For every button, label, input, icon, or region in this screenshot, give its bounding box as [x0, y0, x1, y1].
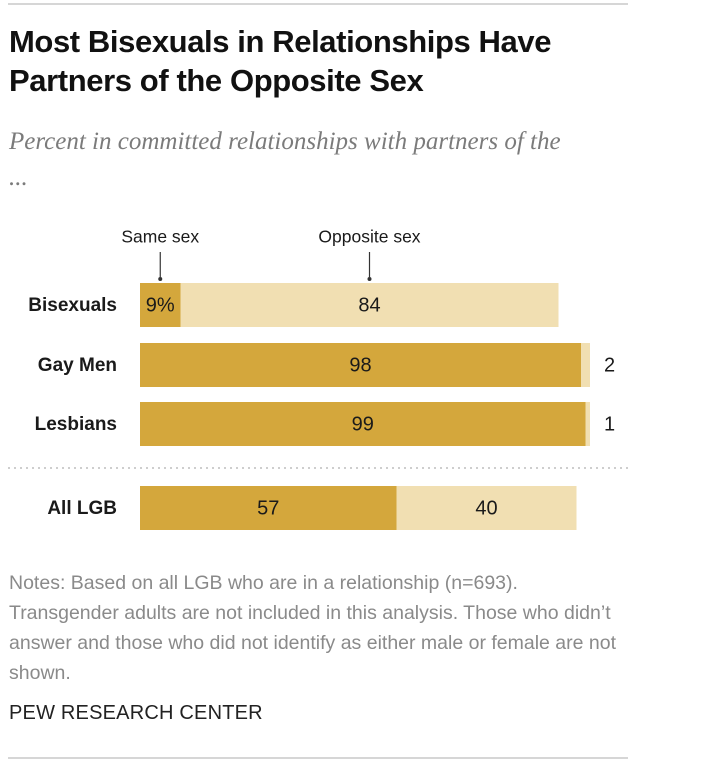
bar-opposite-sex-3	[396, 486, 577, 530]
category-label-lesbians: Lesbians	[35, 414, 117, 435]
chart-notes: Notes: Based on all LGB who are in a rel…	[9, 572, 617, 684]
data-label-opposite-sex-3: 40	[475, 497, 497, 519]
top-rule	[8, 3, 628, 5]
category-label-gay-men: Gay Men	[38, 355, 117, 376]
data-label-same-sex-2: 99	[352, 413, 374, 435]
bar-same-sex-2	[140, 402, 586, 446]
data-label-opposite-sex-0: 84	[358, 294, 380, 316]
data-label-same-sex-3: 57	[257, 497, 279, 519]
bar-same-sex-0	[140, 283, 181, 327]
chart-title: Most Bisexuals in Relationships Have Par…	[9, 24, 552, 98]
bar-opposite-sex-1	[581, 343, 590, 387]
bar-opposite-sex-2	[585, 402, 590, 446]
bar-opposite-sex-0	[180, 283, 559, 327]
category-label-bisexuals: Bisexuals	[28, 295, 117, 316]
source-credit: PEW RESEARCH CENTER	[9, 702, 263, 724]
data-label-opposite-sex-2: 1	[604, 413, 615, 435]
legend-pointer-dot-same-sex	[158, 277, 163, 281]
legend-same-sex: Same sex	[121, 227, 199, 247]
data-label-same-sex-0: 9%	[146, 294, 175, 316]
legend-pointer-dot-opposite-sex	[367, 277, 372, 281]
bottom-rule	[8, 757, 628, 759]
legend-opposite-sex: Opposite sex	[318, 227, 420, 247]
data-label-same-sex-1: 98	[349, 354, 371, 376]
bar-chart: Bisexuals 9% 84 Gay Men 98 2 Lesbians 99 1 All LG…	[8, 227, 628, 530]
bar-same-sex-1	[140, 343, 581, 387]
chart-subtitle: Percent in committed relationships with …	[9, 128, 561, 191]
bar-same-sex-3	[140, 486, 397, 530]
category-label-all-lgb: All LGB	[47, 498, 117, 519]
data-label-opposite-sex-1: 2	[604, 354, 615, 376]
